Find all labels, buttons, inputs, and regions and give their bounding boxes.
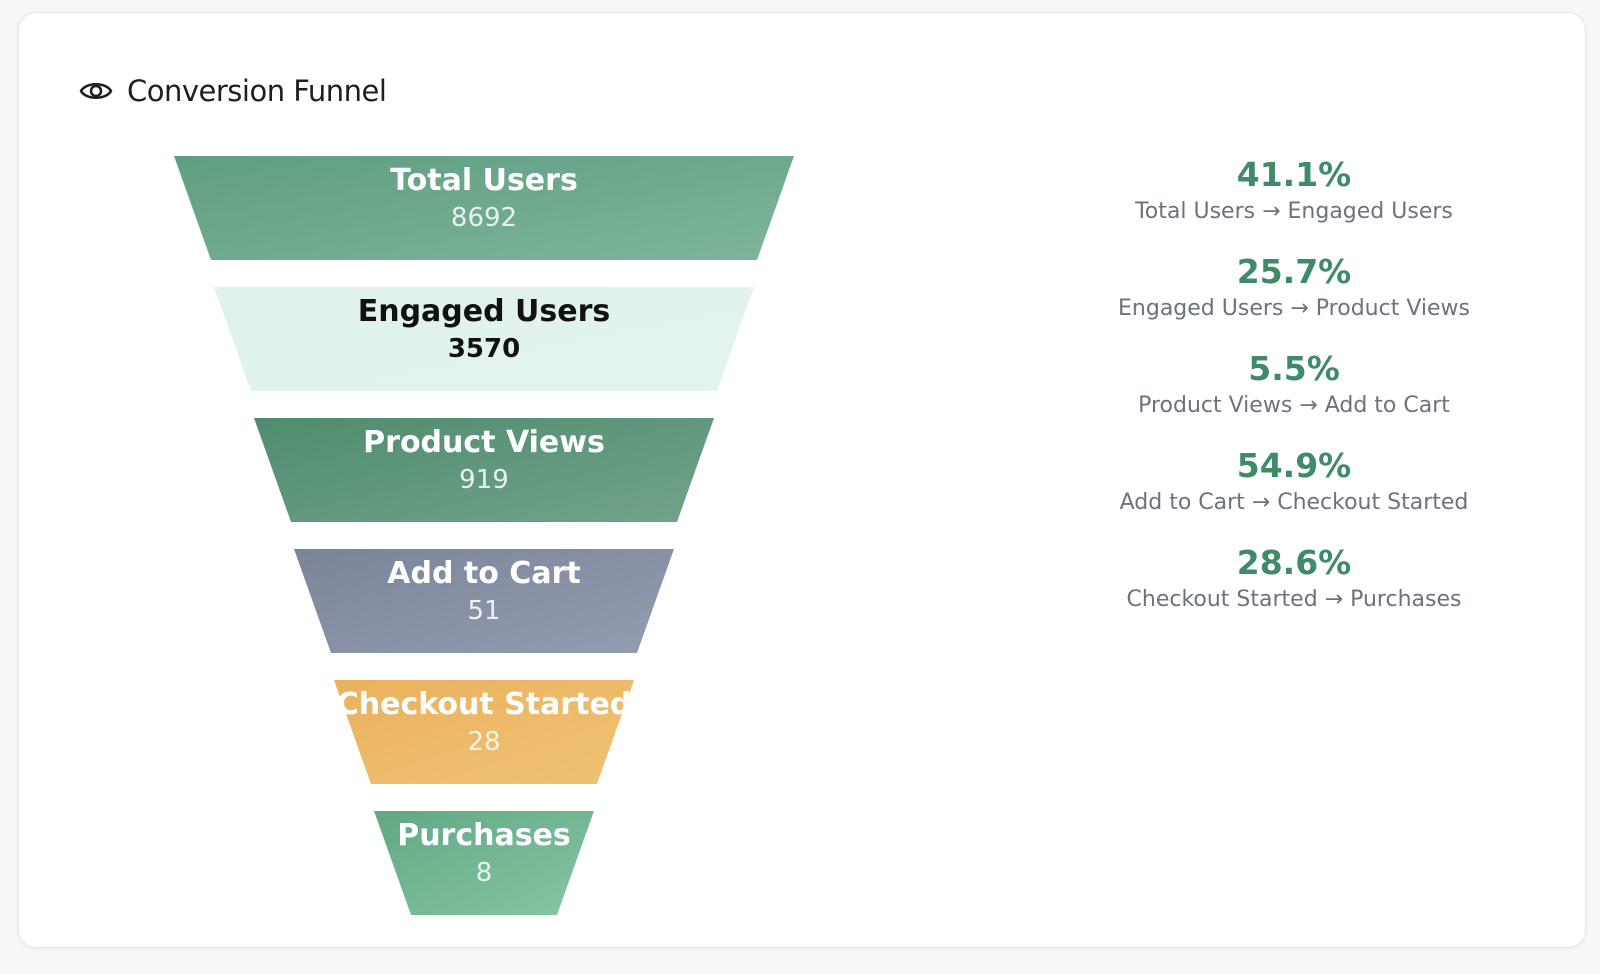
funnel-segment [254, 418, 714, 522]
conversion-rate-label: Product Views → Add to Cart [1138, 393, 1450, 418]
eye-icon [79, 82, 113, 100]
conversion-rate-item: 25.7% Engaged Users → Product Views [1049, 250, 1539, 347]
funnel-stage-name: Total Users [390, 163, 578, 198]
funnel-segment [334, 680, 634, 784]
conversion-rate-item: 5.5% Product Views → Add to Cart [1049, 347, 1539, 444]
funnel-stage-name: Purchases [397, 818, 571, 853]
conversion-rate-label: Engaged Users → Product Views [1118, 296, 1470, 321]
funnel-stage-name: Checkout Started [337, 687, 632, 722]
conversion-rate-value: 5.5% [1248, 349, 1340, 388]
funnel-stage-value: 919 [459, 465, 509, 495]
funnel-stage-value: 51 [467, 596, 500, 626]
conversion-rate-item: 41.1% Total Users → Engaged Users [1049, 153, 1539, 250]
card-title: Conversion Funnel [127, 74, 387, 108]
conversion-rate-value: 54.9% [1236, 446, 1352, 485]
funnel-stage-value: 8 [476, 858, 493, 888]
conversion-rate-value: 41.1% [1236, 155, 1352, 194]
funnel-stage-name: Add to Cart [387, 556, 580, 591]
conversion-rate-value: 28.6% [1236, 543, 1352, 582]
conversion-rate-label: Checkout Started → Purchases [1126, 587, 1462, 612]
conversion-rate-label: Total Users → Engaged Users [1135, 199, 1453, 224]
funnel-segment [214, 287, 754, 391]
funnel-segment [174, 156, 794, 260]
funnel-stage-value: 3570 [448, 334, 520, 364]
card-header: Conversion Funnel [79, 71, 387, 111]
funnel-segment [294, 549, 674, 653]
conversion-rates-list: 41.1% Total Users → Engaged Users 25.7% … [1049, 153, 1539, 638]
conversion-rate-value: 25.7% [1236, 252, 1352, 291]
funnel-stage-name: Product Views [363, 425, 605, 460]
conversion-rate-label: Add to Cart → Checkout Started [1119, 490, 1469, 515]
funnel-stage-value: 28 [467, 727, 500, 757]
funnel-stage-name: Engaged Users [358, 294, 611, 329]
funnel-stages: Total Users 8692 Engaged Users 3570 Product … [174, 156, 794, 915]
conversion-rate-item: 28.6% Checkout Started → Purchases [1049, 541, 1539, 638]
funnel-stage-value: 8692 [451, 203, 517, 233]
conversion-rate-item: 54.9% Add to Cart → Checkout Started [1049, 444, 1539, 541]
funnel-segment [374, 811, 594, 915]
